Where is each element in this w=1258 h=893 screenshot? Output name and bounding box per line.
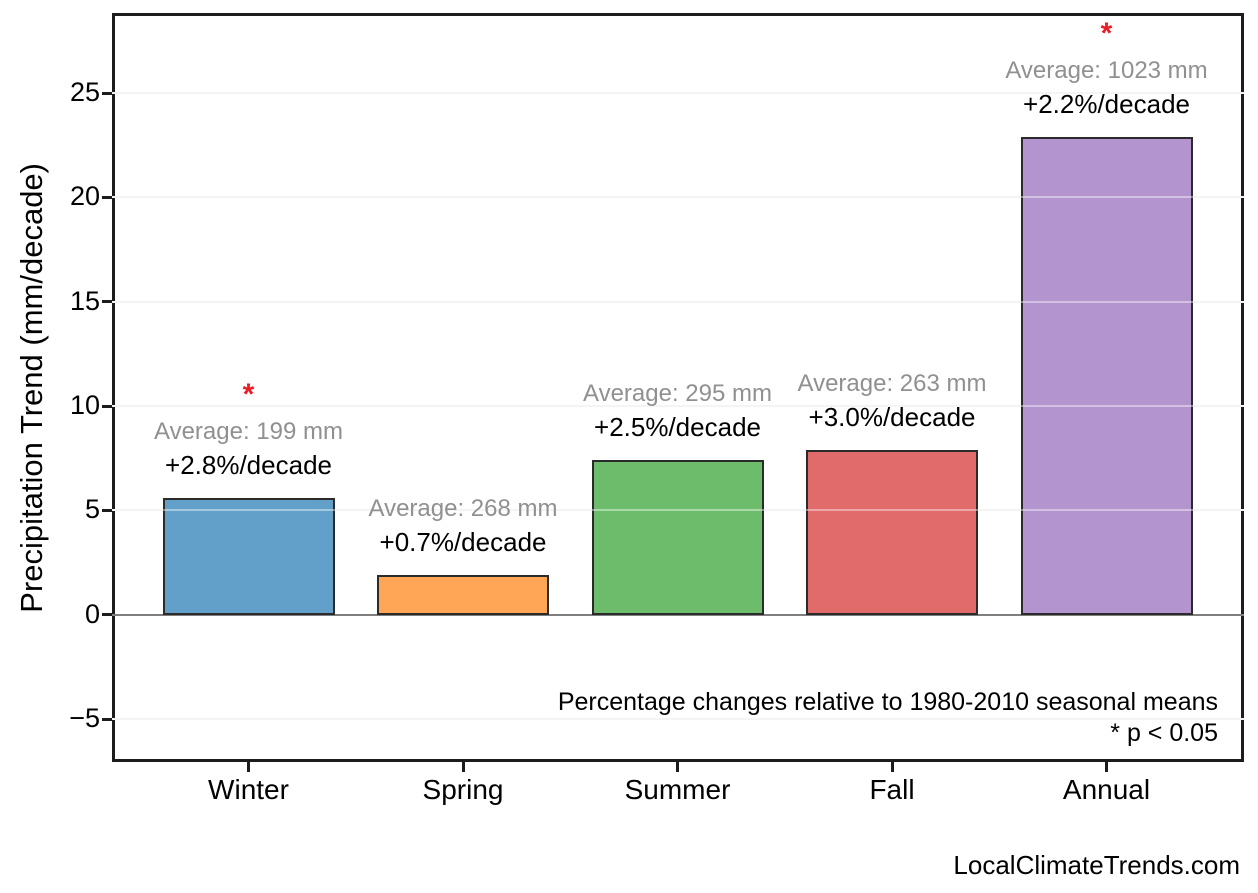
gridline-highlight [112, 509, 1244, 512]
y-tick-label: 25 [69, 77, 100, 108]
zero-line [112, 613, 1244, 616]
gridline [112, 92, 1244, 95]
y-tick-label: 15 [69, 285, 100, 316]
x-tick-label: Fall [869, 774, 915, 805]
bar-percent-label: +3.0%/decade [808, 401, 976, 432]
gridline-highlight [112, 92, 1244, 95]
y-tick-mark [102, 613, 112, 617]
bar-average-label: Average: 268 mm [368, 495, 558, 523]
significance-star: * [1100, 16, 1113, 50]
x-tick-mark [461, 762, 465, 772]
y-tick-mark [102, 717, 112, 721]
gridline [112, 300, 1244, 303]
bar-percent-label: +2.5%/decade [594, 412, 761, 443]
x-tick-label: Summer [624, 774, 731, 805]
bar-fall [806, 449, 978, 615]
significance-star: * [242, 377, 255, 411]
gridline [112, 196, 1244, 199]
gridline-highlight [112, 196, 1244, 199]
bar-average-label: Average: 1023 mm [1005, 56, 1208, 84]
gridline [112, 718, 1244, 721]
bar-average-label: Average: 295 mm [583, 380, 772, 408]
x-tick-label: Winter [208, 774, 289, 805]
x-tick-mark [676, 762, 679, 772]
bar-spring [377, 575, 549, 615]
bar-annual [1020, 136, 1193, 615]
footer-watermark: LocalClimateTrends.com [953, 850, 1240, 880]
y-tick-mark [102, 300, 112, 304]
x-tick-mark [890, 762, 894, 772]
y-tick-label: 20 [69, 181, 100, 212]
y-axis-label: Precipitation Trend (mm/decade) [14, 13, 50, 762]
x-tick-label: Spring [422, 774, 504, 805]
bar-percent-label: +0.7%/decade [379, 527, 547, 558]
note-line-2: * p < 0.05 [1110, 719, 1218, 747]
y-axis-label-text: Precipitation Trend (mm/decade) [14, 162, 49, 613]
x-tick-mark [247, 762, 250, 772]
y-tick-mark [102, 195, 112, 199]
bar-percent-label: +2.8%/decade [165, 449, 332, 480]
bar-summer [591, 460, 764, 615]
bar-percent-label: +2.2%/decade [1023, 88, 1190, 119]
plot-area: Average: 199 mm +2.8%/decade * Average: 268… [112, 13, 1244, 762]
y-tick-mark [102, 91, 112, 95]
bar-average-label: Average: 199 mm [154, 417, 343, 445]
y-tick-mark [102, 404, 112, 408]
y-tick-label: −5 [69, 703, 100, 734]
x-tick-mark [1105, 762, 1108, 772]
y-tick-label: 0 [84, 598, 100, 629]
y-tick-label: 10 [69, 390, 100, 421]
chart-notes: Percentage changes relative to 1980-2010… [558, 687, 1218, 749]
bar-winter [162, 497, 335, 615]
gridline [112, 405, 1244, 408]
x-tick-label: Annual [1062, 774, 1151, 805]
y-tick-label: 5 [84, 494, 100, 525]
gridline-highlight [112, 405, 1244, 408]
gridline-highlight [112, 300, 1244, 303]
gridline-highlight [112, 718, 1244, 721]
bar-average-label: Average: 263 mm [797, 369, 987, 397]
y-tick-mark [102, 508, 112, 512]
note-line-1: Percentage changes relative to 1980-2010… [557, 688, 1218, 716]
